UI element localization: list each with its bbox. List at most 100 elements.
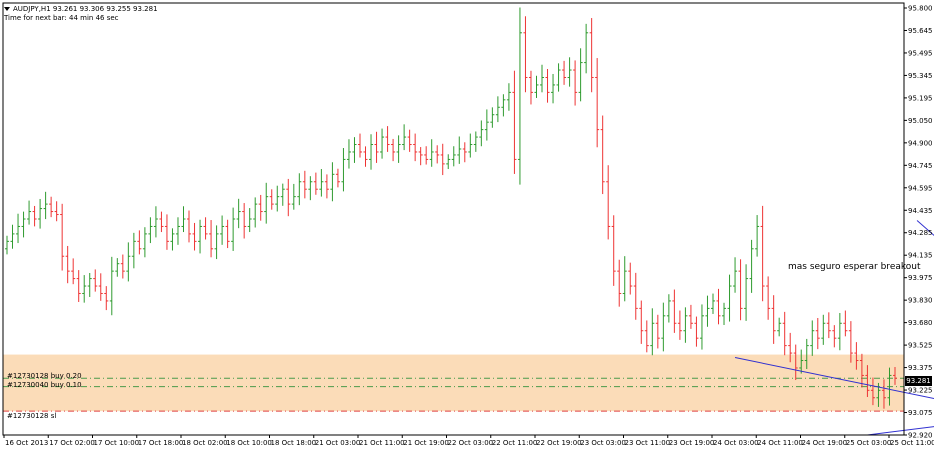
- price-bar: [457, 136, 462, 164]
- dropdown-arrow-icon[interactable]: [4, 7, 10, 11]
- price-bar: [468, 133, 473, 158]
- time-tick-label: 23 Oct 03:00: [580, 439, 626, 447]
- trendline-2[interactable]: [734, 357, 934, 430]
- price-tick-label: 95.195: [908, 94, 933, 102]
- price-bar: [302, 170, 307, 199]
- price-bar: [231, 207, 236, 251]
- price-bar: [242, 203, 247, 239]
- price-bar: [137, 230, 142, 255]
- price-bar: [209, 220, 214, 258]
- price-bar: [716, 288, 721, 325]
- price-bar: [286, 178, 291, 217]
- price-bar: [528, 70, 533, 105]
- price-bar: [451, 146, 456, 167]
- price-bar: [82, 275, 87, 303]
- price-bar: [87, 273, 92, 297]
- price-bar: [16, 213, 21, 244]
- price-bar: [258, 194, 263, 221]
- price-bar: [887, 367, 892, 406]
- price-bar: [275, 185, 280, 212]
- price-bar: [142, 227, 147, 258]
- chart-annotation[interactable]: mas seguro esperar breakout: [788, 262, 921, 272]
- time-tick-label: 21 Oct 19:00: [403, 439, 449, 447]
- price-bar: [280, 183, 285, 206]
- price-bar: [418, 147, 423, 166]
- price-bar: [589, 18, 594, 93]
- price-bar: [54, 201, 59, 222]
- price-bar: [131, 232, 136, 269]
- order-label-2[interactable]: #12730040 buy 0.10: [7, 381, 82, 389]
- price-bar: [893, 366, 897, 385]
- trendlines[interactable]: [734, 220, 934, 436]
- price-bar: [269, 189, 274, 210]
- price-bar: [556, 63, 561, 92]
- price-bar: [766, 276, 771, 320]
- price-bar: [633, 272, 638, 320]
- price-bar: [540, 64, 545, 93]
- price-bar: [402, 124, 407, 151]
- price-tick-label: 93.680: [908, 319, 933, 327]
- time-tick-label: 22 Oct 03:00: [448, 439, 494, 447]
- trendline-3[interactable]: [867, 402, 934, 436]
- price-bar: [126, 242, 131, 282]
- price-bar: [148, 217, 153, 244]
- price-bar: [799, 349, 804, 374]
- price-bar: [43, 191, 48, 220]
- symbol-header[interactable]: AUDJPY,H1 93.261 93.306 93.255 93.281: [4, 5, 158, 13]
- price-bar: [512, 70, 517, 174]
- price-bar: [600, 115, 605, 195]
- price-tick-label: 93.830: [908, 297, 933, 305]
- price-bar: [32, 205, 37, 227]
- price-bar: [473, 131, 478, 152]
- price-bar: [611, 215, 616, 286]
- time-tick-label: 16 Oct 2013: [5, 439, 48, 447]
- stop-loss-label[interactable]: #12730128 sl: [7, 412, 57, 420]
- price-tick-label: 95.645: [908, 27, 933, 35]
- price-bar: [264, 182, 269, 224]
- symbol-line: AUDJPY,H1 93.261 93.306 93.255 93.281: [13, 5, 158, 13]
- price-tick-label: 92.920: [908, 432, 933, 440]
- time-tick-label: 24 Oct 19:00: [802, 439, 848, 447]
- price-bar: [788, 332, 793, 363]
- price-bar: [297, 173, 302, 206]
- time-tick-label: 17 Oct 18:00: [138, 439, 184, 447]
- price-bar: [881, 379, 886, 409]
- time-tick-label: 23 Oct 19:00: [669, 439, 715, 447]
- time-tick-label: 22 Oct 11:00: [492, 439, 538, 447]
- time-tick-label: 21 Oct 11:00: [359, 439, 405, 447]
- price-bar: [181, 206, 186, 233]
- price-bar: [832, 325, 837, 348]
- price-bar: [49, 196, 54, 218]
- price-bar: [203, 217, 208, 240]
- price-bar: [710, 293, 715, 314]
- price-tick-label: 94.135: [908, 252, 933, 260]
- price-tick-label: 94.285: [908, 229, 933, 237]
- price-bar: [578, 48, 583, 102]
- time-tick-label: 18 Oct 10:00: [226, 439, 272, 447]
- price-bar: [236, 198, 241, 229]
- price-bar: [164, 214, 169, 250]
- price-bar: [506, 83, 511, 111]
- order-label-1[interactable]: #12730128 buy 0.20: [7, 372, 82, 380]
- price-bar: [446, 154, 451, 170]
- time-tick-label: 25 Oct 03:00: [846, 439, 892, 447]
- price-bar: [810, 320, 815, 356]
- price-bar: [374, 131, 379, 163]
- time-tick-label: 21 Oct 03:00: [315, 439, 361, 447]
- price-tick-label: 93.525: [908, 342, 933, 350]
- price-bar: [330, 162, 335, 202]
- price-bar: [650, 308, 655, 356]
- price-bar: [495, 96, 500, 123]
- price-bar: [104, 286, 109, 311]
- price-bar: [319, 169, 324, 197]
- price-tick-label: 94.435: [908, 207, 933, 215]
- price-bar: [198, 219, 203, 254]
- price-bar: [247, 208, 252, 233]
- price-bars: [5, 7, 897, 409]
- price-bar: [291, 183, 296, 210]
- price-tick-label: 95.345: [908, 72, 933, 80]
- price-bar: [479, 120, 484, 147]
- price-bar: [308, 176, 313, 201]
